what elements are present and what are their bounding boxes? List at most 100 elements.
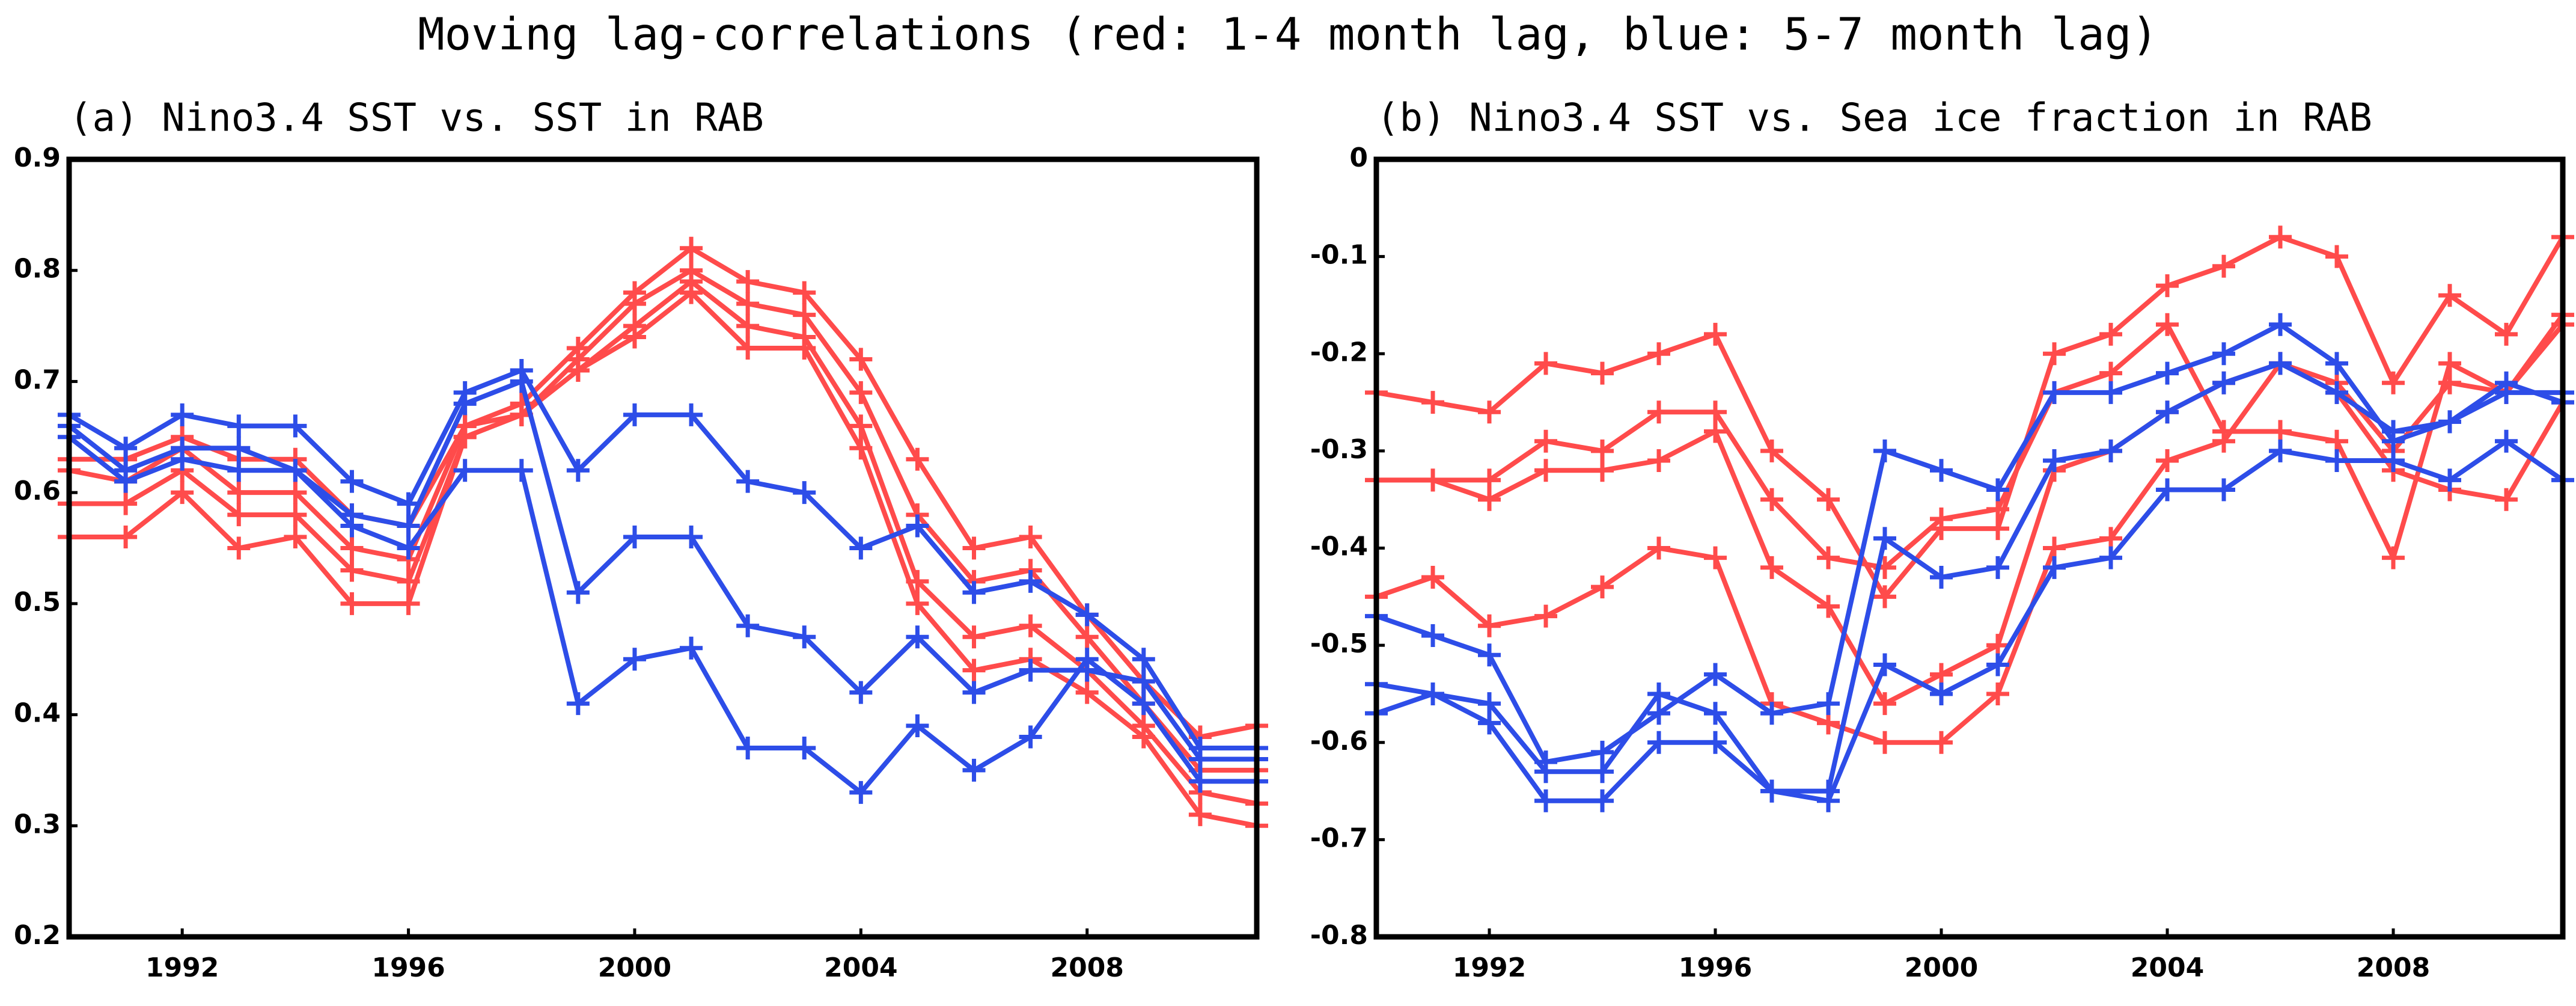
point-marker xyxy=(849,381,873,404)
point-marker xyxy=(284,414,307,438)
point-marker xyxy=(1534,789,1557,812)
point-marker xyxy=(2156,478,2179,501)
point-marker xyxy=(1986,682,2009,705)
point-marker xyxy=(453,459,477,482)
series-line xyxy=(1375,361,2565,745)
x-tick-label: 1996 xyxy=(1679,952,1752,983)
point-marker xyxy=(1478,711,1501,735)
x-tick-label: 2008 xyxy=(2357,952,2430,983)
point-marker xyxy=(1647,449,1670,473)
point-marker xyxy=(566,581,590,604)
point-marker xyxy=(453,392,477,416)
y-tick-label: 0.7 xyxy=(14,364,61,395)
y-tick-label: 0.3 xyxy=(14,809,61,839)
point-marker xyxy=(1873,585,1896,609)
point-marker xyxy=(2212,478,2235,501)
point-marker xyxy=(340,559,364,582)
point-marker xyxy=(2156,361,2179,385)
point-marker xyxy=(2438,410,2461,434)
point-marker xyxy=(1534,760,1557,784)
point-marker xyxy=(2099,527,2122,550)
point-marker xyxy=(114,526,138,549)
point-marker xyxy=(1591,361,1614,385)
point-marker xyxy=(566,692,590,716)
point-marker xyxy=(793,281,816,304)
point-marker xyxy=(2269,420,2292,443)
point-marker xyxy=(623,648,646,671)
point-marker xyxy=(1986,634,2009,657)
point-marker xyxy=(2043,449,2066,473)
point-marker xyxy=(1132,725,1155,749)
point-marker xyxy=(1873,692,1896,716)
y-tick-label: -0.1 xyxy=(1310,240,1368,271)
y-tick-label: -0.8 xyxy=(1310,920,1368,951)
point-marker xyxy=(2043,381,2066,404)
point-marker xyxy=(114,470,138,493)
point-marker xyxy=(1647,342,1670,366)
point-marker xyxy=(849,781,873,804)
point-marker xyxy=(906,625,929,649)
point-marker xyxy=(1132,692,1155,716)
point-marker xyxy=(623,325,646,349)
point-marker xyxy=(680,526,703,549)
point-marker xyxy=(340,592,364,615)
y-tick-label: 0.8 xyxy=(14,254,61,284)
point-marker xyxy=(2212,429,2235,453)
x-tick-label: 1996 xyxy=(371,952,445,983)
point-marker xyxy=(284,526,307,549)
point-marker xyxy=(227,481,251,505)
series-line xyxy=(69,268,1257,773)
point-marker xyxy=(849,681,873,704)
point-marker xyxy=(1019,658,1042,682)
y-tick-label: 0 xyxy=(1349,143,1368,173)
y-tick-label: 0.2 xyxy=(14,920,61,951)
point-marker xyxy=(962,758,986,782)
point-marker xyxy=(2156,449,2179,473)
series-line xyxy=(1375,438,2565,803)
point-marker xyxy=(1534,429,1557,453)
point-marker xyxy=(1132,670,1155,693)
point-marker xyxy=(1478,643,1501,667)
point-marker xyxy=(1817,711,1840,735)
point-marker xyxy=(1930,565,1953,589)
point-marker xyxy=(1421,391,1444,414)
point-marker xyxy=(906,447,929,471)
plot-frame xyxy=(66,156,1260,940)
point-marker xyxy=(849,437,873,460)
point-marker xyxy=(397,592,420,615)
point-marker xyxy=(171,447,194,471)
point-marker xyxy=(1421,682,1444,705)
point-marker xyxy=(1647,731,1670,754)
y-tick-label: -0.5 xyxy=(1310,628,1368,659)
point-marker xyxy=(1132,648,1155,671)
point-marker xyxy=(2325,381,2348,404)
point-marker xyxy=(1817,488,1840,511)
point-marker xyxy=(2382,371,2405,394)
point-marker xyxy=(2099,361,2122,385)
plot-frame xyxy=(1373,156,2566,940)
point-marker xyxy=(227,459,251,482)
y-tick-label: -0.3 xyxy=(1310,434,1368,465)
point-marker xyxy=(1817,692,1840,716)
point-marker xyxy=(284,459,307,482)
point-marker xyxy=(736,736,760,759)
point-marker xyxy=(1421,565,1444,589)
point-marker xyxy=(736,314,760,338)
point-marker xyxy=(1704,702,1727,725)
point-marker xyxy=(1075,603,1099,627)
point-marker xyxy=(1188,747,1212,771)
point-marker xyxy=(2495,488,2518,511)
point-marker xyxy=(1817,546,1840,569)
point-marker xyxy=(1760,556,1783,579)
panel: (b) Nino3.4 SST vs. Sea ice fraction in … xyxy=(1310,96,2574,983)
point-marker xyxy=(1760,779,1783,803)
point-marker xyxy=(453,425,477,449)
point-marker xyxy=(2438,371,2461,394)
series-line xyxy=(67,435,1257,795)
point-marker xyxy=(2438,284,2461,307)
point-marker xyxy=(1478,400,1501,424)
point-marker xyxy=(2212,342,2235,366)
point-marker xyxy=(1019,725,1042,749)
point-marker xyxy=(2212,254,2235,278)
